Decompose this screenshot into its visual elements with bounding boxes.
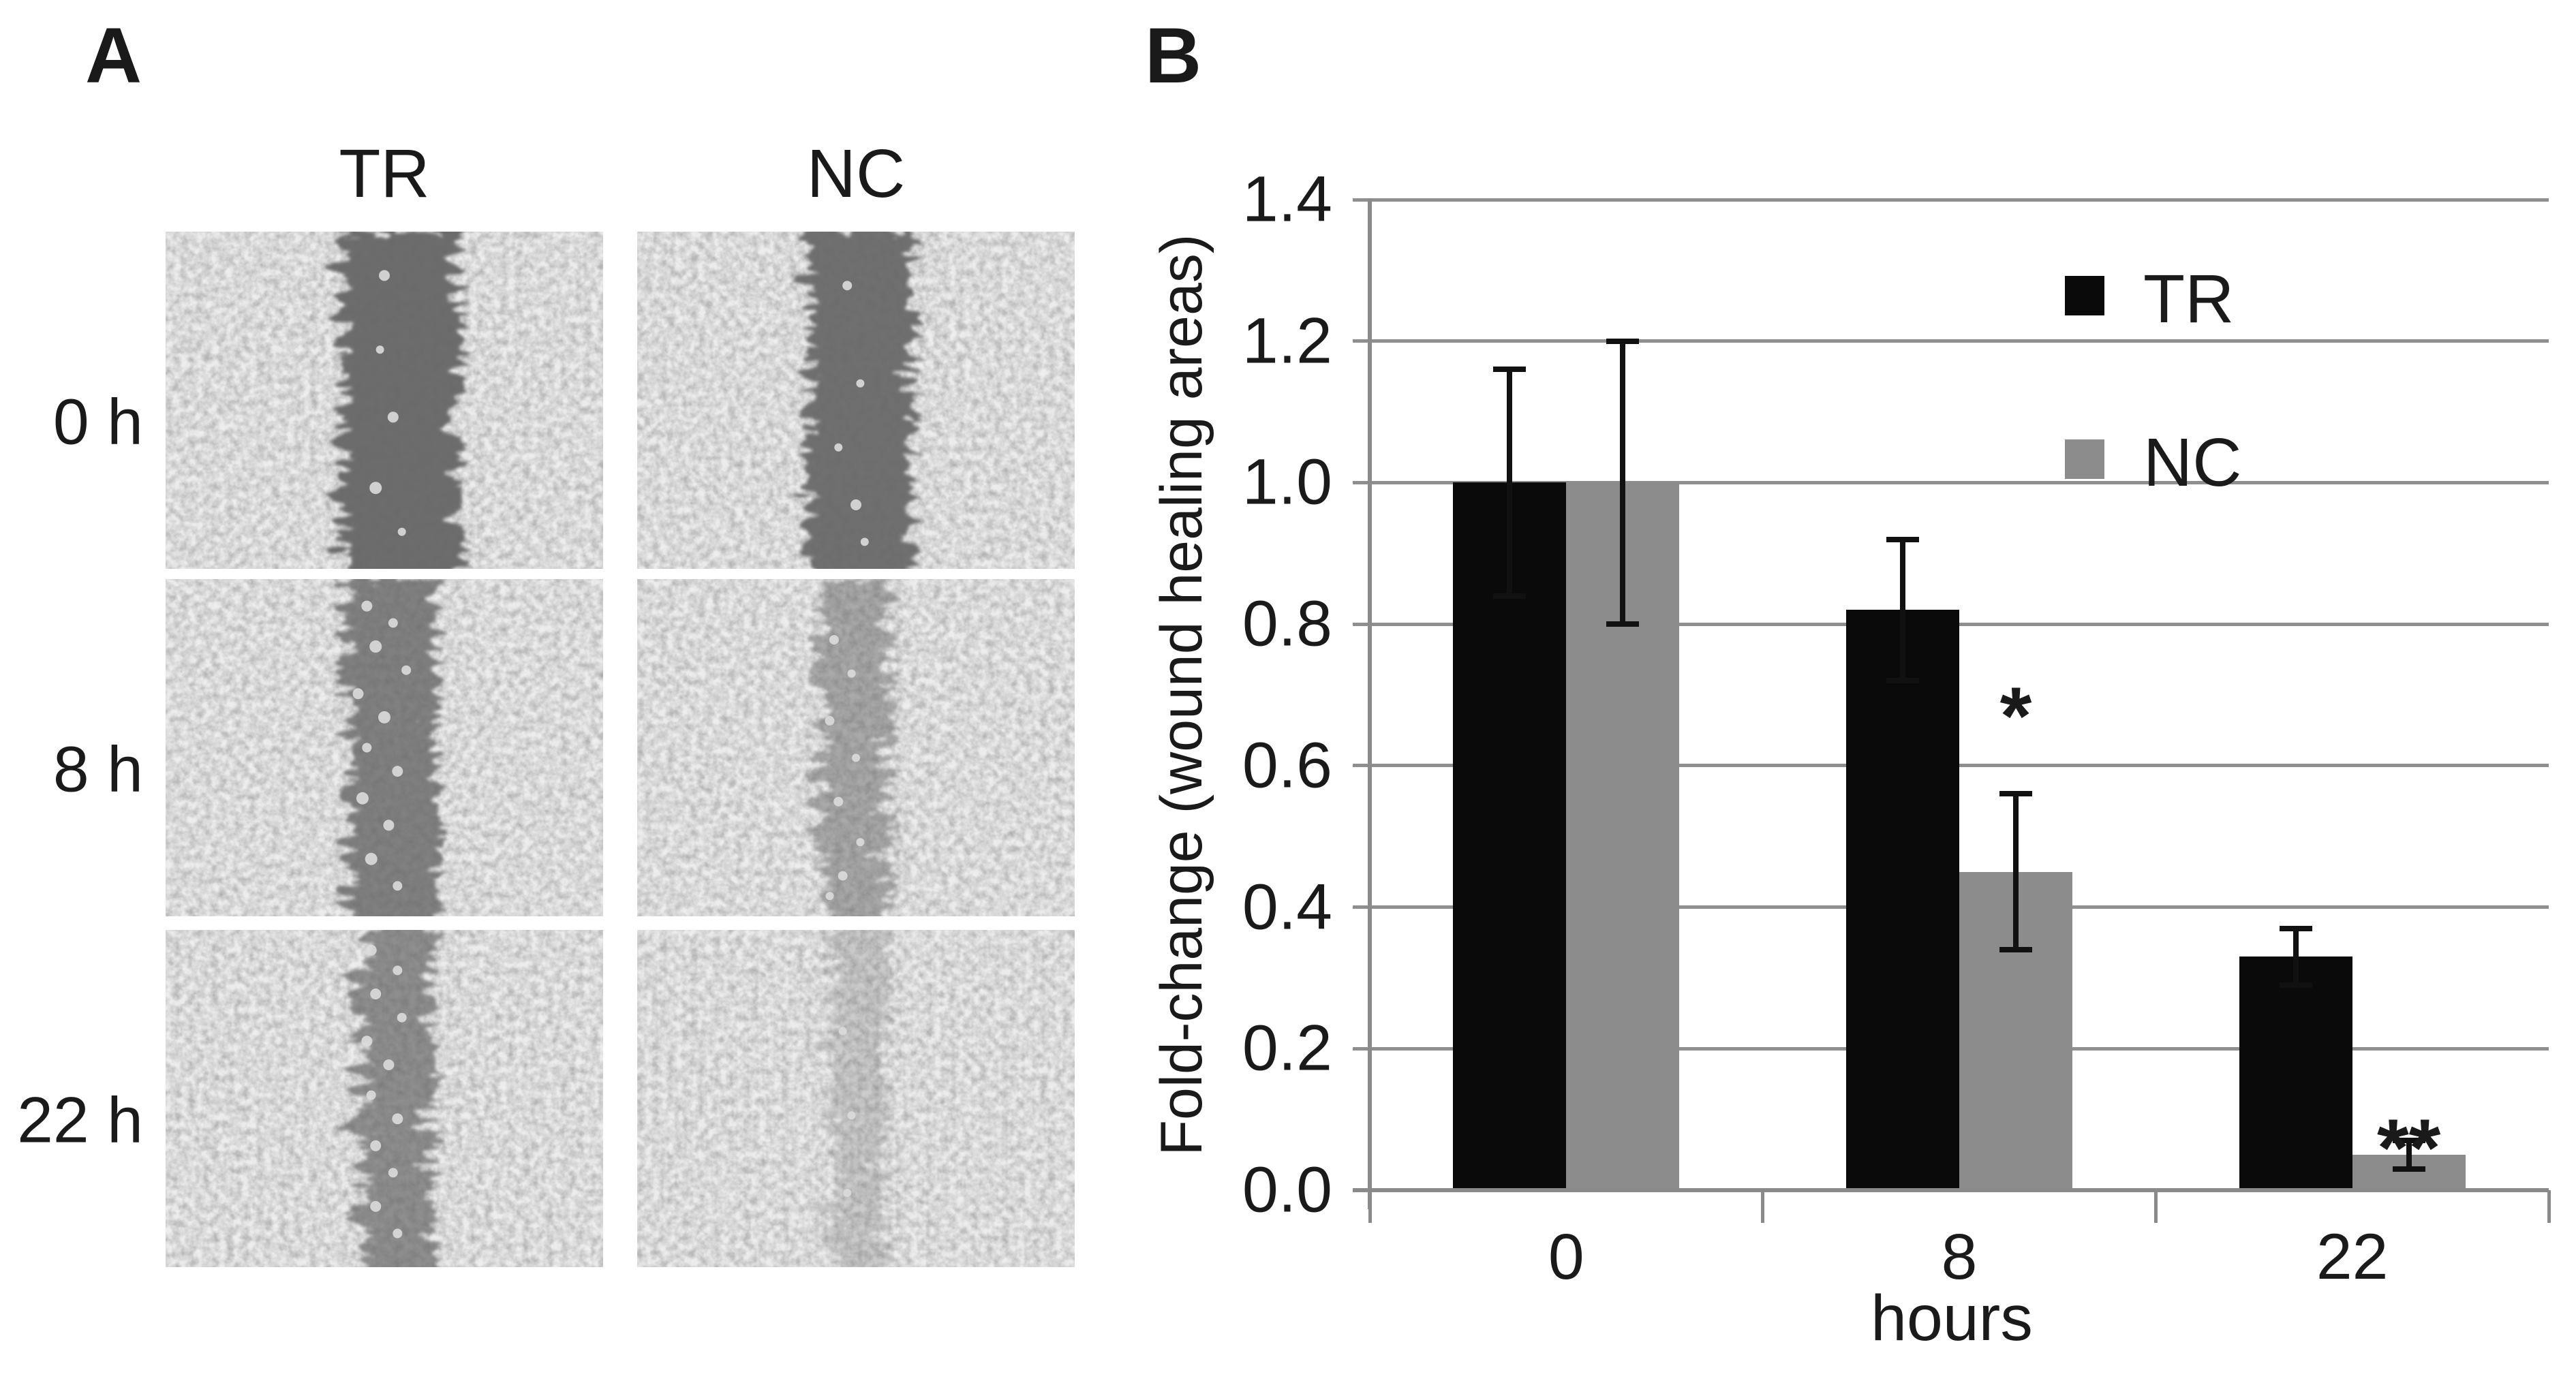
significance-marker-22-NC: ** [2376, 1102, 2441, 1194]
error-bar-NC-22 [2406, 1140, 2412, 1169]
error-cap-top-TR-0 [1493, 367, 1527, 373]
micrograph-image [166, 930, 603, 1267]
micrograph-image [166, 232, 603, 569]
row-label-22h: 22 h [17, 1084, 143, 1157]
legend-label-TR: TR [2143, 261, 2235, 337]
micrograph-NC-0h [637, 232, 1075, 569]
error-cap-top-NC-8 [1999, 791, 2032, 797]
y-tick-label-0.2: 0.2 [1242, 1012, 1332, 1085]
error-cap-bottom-NC-8 [1999, 946, 2032, 952]
micrograph-NC-8h [637, 579, 1075, 916]
x-tick-3 [2547, 1190, 2551, 1223]
y-tick-label-1.2: 1.2 [1242, 305, 1332, 377]
column-header-tr: TR [339, 136, 430, 212]
micrograph-TR-8h [166, 579, 603, 916]
micrograph-NC-22h [637, 930, 1075, 1267]
row-label-8h: 8 h [52, 733, 143, 806]
error-cap-bottom-TR-22 [2279, 982, 2312, 988]
error-bar-TR-22 [2293, 928, 2299, 985]
legend-label-NC: NC [2143, 424, 2242, 501]
panel-a-label: A [85, 12, 142, 99]
significance-marker-8-NC: * [1999, 670, 2032, 762]
y-tick-label-1.4: 1.4 [1242, 163, 1332, 236]
error-bar-TR-0 [1507, 369, 1513, 596]
error-cap-top-NC-22 [2392, 1138, 2425, 1144]
micrograph-TR-0h [166, 232, 603, 569]
error-bar-NC-8 [2013, 794, 2019, 950]
gridline-1.2 [1353, 339, 2549, 343]
error-cap-top-NC-0 [1606, 338, 1640, 344]
panel-b-label: B [1145, 12, 1202, 99]
x-tick-label-22: 22 [2316, 1221, 2389, 1293]
y-tick-label-0.6: 0.6 [1242, 729, 1332, 802]
x-tick-1 [1761, 1190, 1765, 1223]
x-tick-label-0: 0 [1548, 1221, 1584, 1293]
column-header-nc: NC [806, 136, 906, 212]
micrograph-image [637, 930, 1075, 1267]
y-tick-label-1.0: 1.0 [1242, 446, 1332, 518]
y-tick-label-0.0: 0.0 [1242, 1153, 1332, 1226]
legend-swatch-NC [2065, 439, 2104, 479]
micrograph-TR-22h [166, 930, 603, 1267]
micrograph-image [637, 579, 1075, 916]
y-tick-label-0.4: 0.4 [1242, 871, 1332, 944]
gridline-1.4 [1353, 198, 2549, 202]
bar-TR-8 [1846, 610, 1959, 1190]
y-tick-label-0.8: 0.8 [1242, 587, 1332, 660]
error-cap-top-TR-22 [2279, 925, 2312, 931]
x-tick-2 [2153, 1190, 2158, 1223]
x-axis-line [1353, 1188, 2549, 1192]
micrograph-image [637, 232, 1075, 569]
gridline-1.0 [1353, 480, 2549, 484]
micrograph-image [166, 579, 603, 916]
legend-swatch-TR [2065, 276, 2104, 315]
error-cap-bottom-TR-8 [1886, 678, 1919, 684]
error-bar-NC-0 [1620, 341, 1626, 625]
bar-TR-22 [2239, 956, 2352, 1190]
row-label-0h: 0 h [52, 386, 143, 458]
x-axis-title: hours [1871, 1282, 2033, 1354]
error-cap-top-TR-8 [1886, 536, 1919, 542]
error-cap-bottom-NC-0 [1606, 621, 1640, 627]
x-tick-label-8: 8 [1941, 1221, 1978, 1293]
error-cap-bottom-NC-22 [2392, 1166, 2425, 1172]
bar-TR-0 [1453, 482, 1567, 1190]
y-axis-line [1368, 198, 1372, 1209]
error-bar-TR-8 [1900, 539, 1905, 681]
error-cap-bottom-TR-0 [1493, 593, 1527, 599]
x-tick-0 [1368, 1190, 1372, 1223]
